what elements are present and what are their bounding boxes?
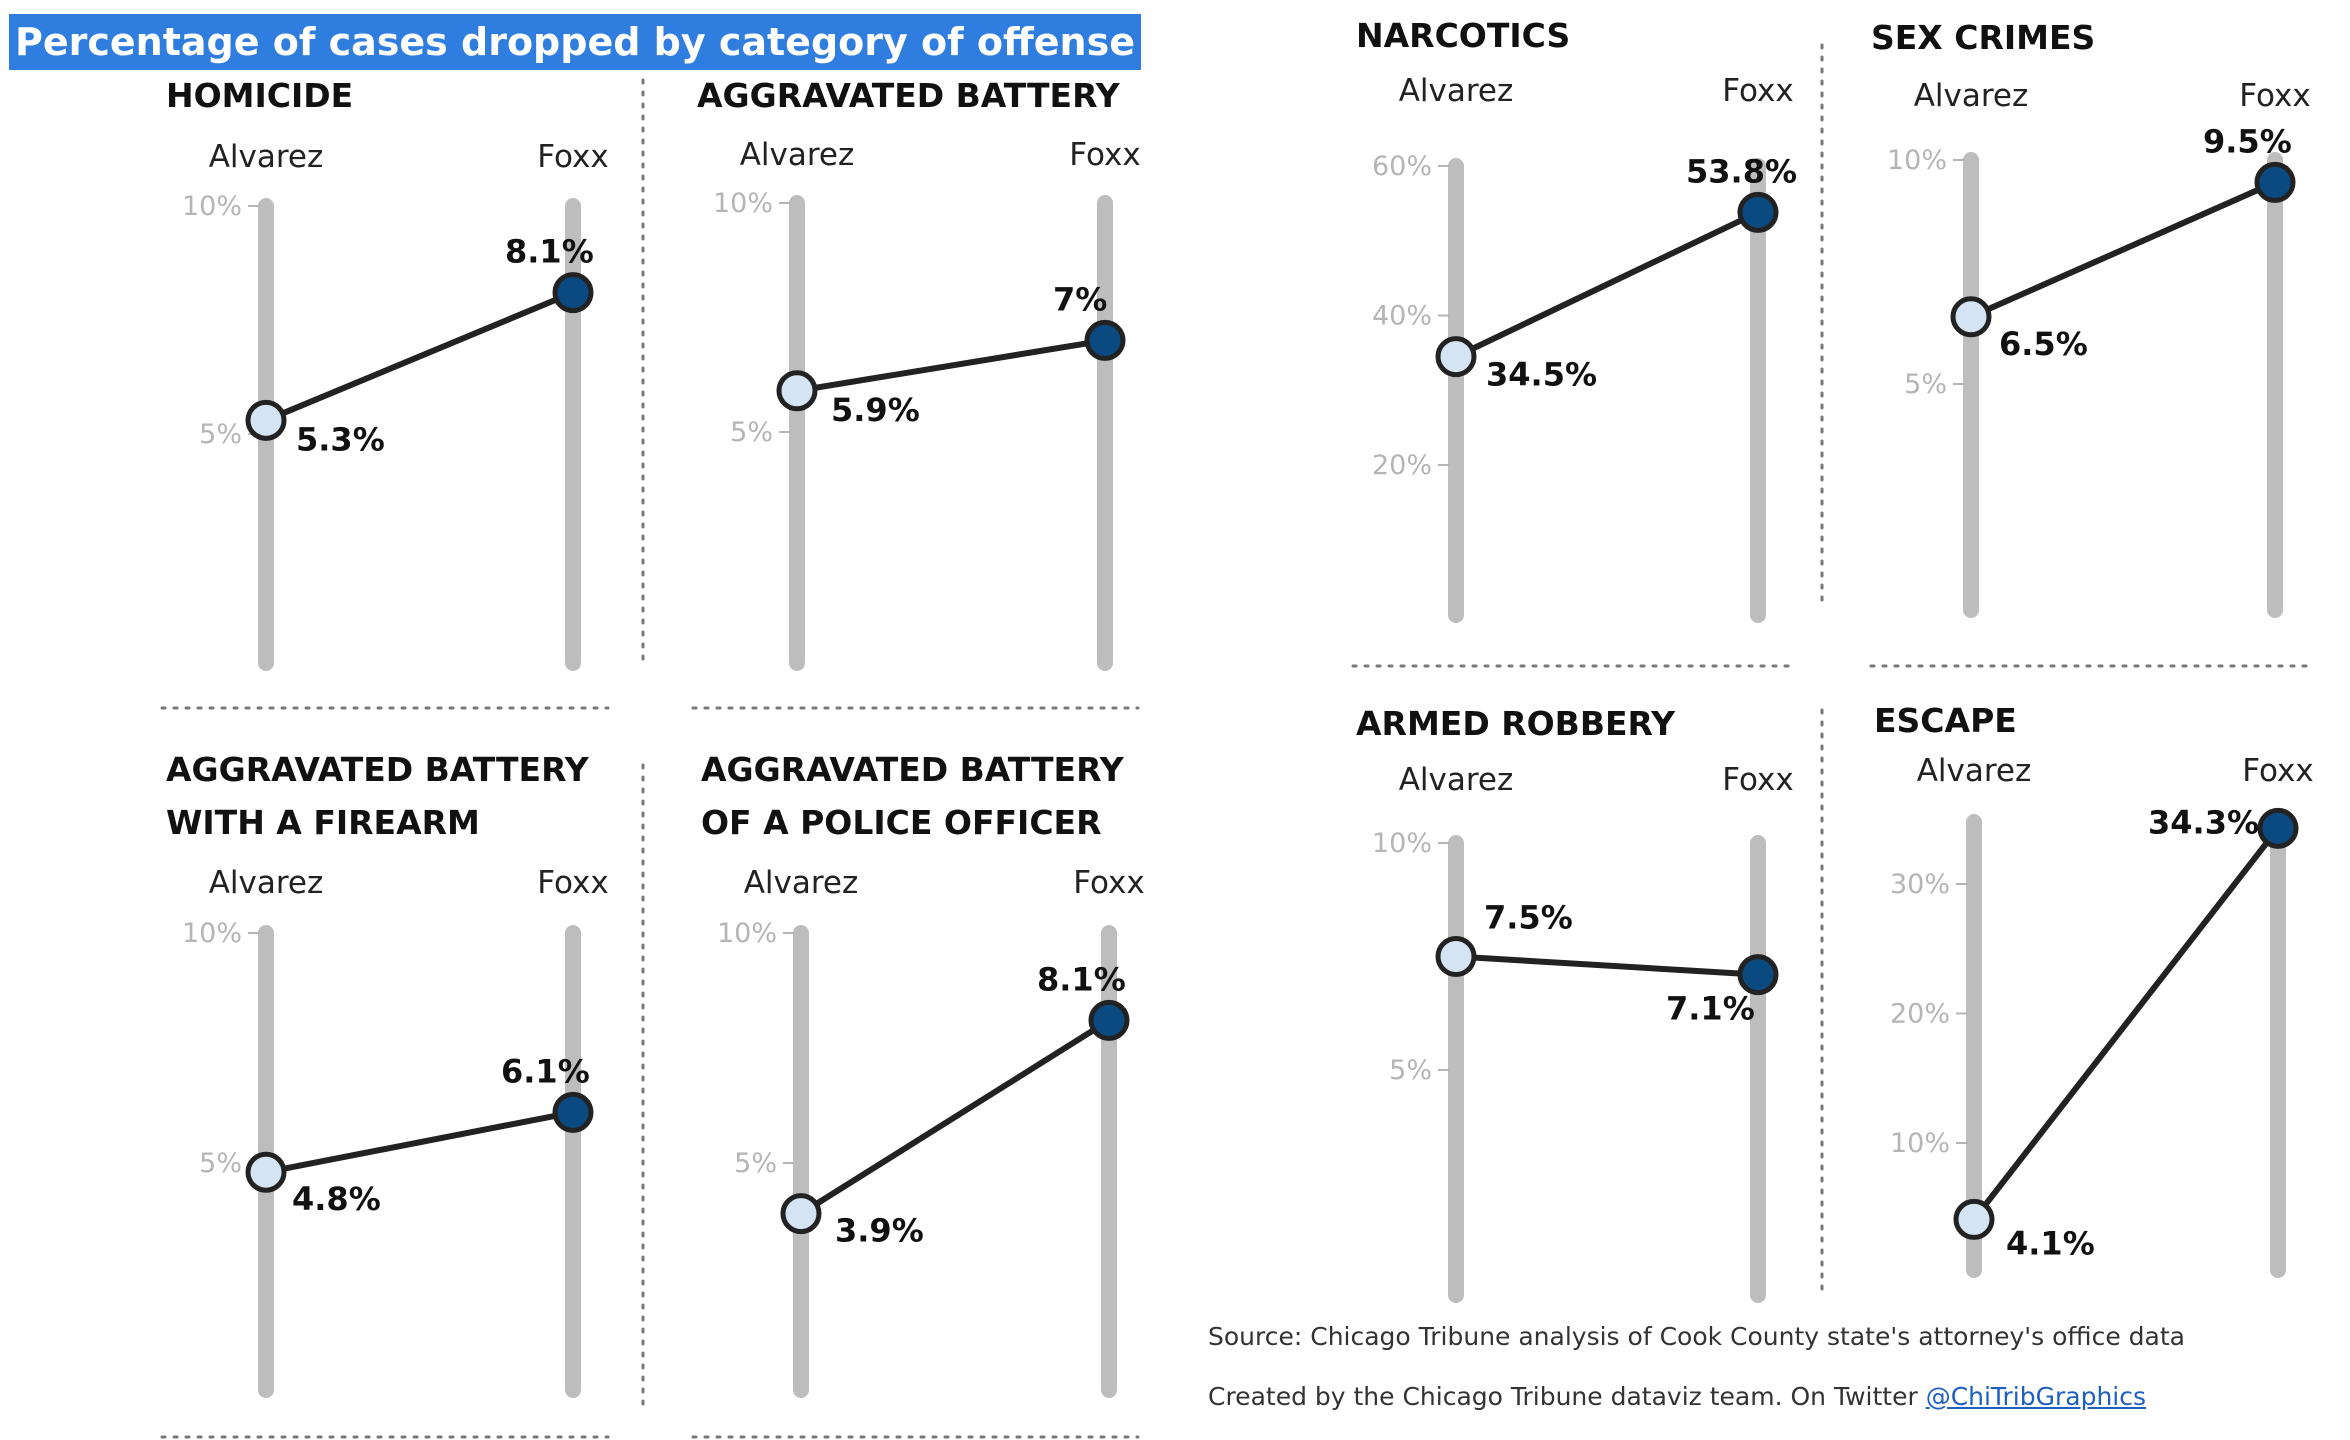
slope-line <box>1971 826 2281 1222</box>
panel-title: WITH A FIREARM <box>166 803 480 842</box>
slope-line <box>1455 953 1759 978</box>
tick-label: 5% <box>199 419 242 450</box>
tick-label: 5% <box>199 1148 242 1179</box>
slope-line <box>264 289 575 424</box>
main-title: Percentage of cases dropped by category … <box>9 14 1141 70</box>
alvarez-label: Alvarez <box>1399 762 1514 798</box>
foxx-label: Foxx <box>1073 865 1144 901</box>
panel-title: ARMED ROBBERY <box>1356 704 1676 743</box>
twitter-link[interactable]: @ChiTribGraphics <box>1925 1382 2147 1411</box>
tick-label: 5% <box>1904 369 1947 400</box>
alvarez-value: 3.9% <box>835 1212 924 1250</box>
foxx-value: 53.8% <box>1686 152 1797 190</box>
alvarez-point <box>245 399 287 441</box>
foxx-point <box>2254 161 2296 203</box>
alvarez-label: Alvarez <box>1914 78 2029 114</box>
foxx-point <box>1737 954 1779 996</box>
foxx-label: Foxx <box>537 139 608 175</box>
credit-text: Created by the Chicago Tribune dataviz t… <box>1208 1382 1926 1411</box>
alvarez-value: 34.5% <box>1486 356 1597 394</box>
tick-label: 60% <box>1372 151 1432 182</box>
tick-label: 20% <box>1372 450 1432 481</box>
slope-line <box>1454 209 1760 360</box>
tick-label: 20% <box>1890 999 1950 1030</box>
panel-title: ESCAPE <box>1874 701 2017 740</box>
panel-title: HOMICIDE <box>166 76 353 115</box>
slope-line <box>799 1017 1111 1217</box>
tick-label: 30% <box>1890 869 1950 900</box>
panel-title: NARCOTICS <box>1356 16 1570 55</box>
foxx-point <box>552 1091 594 1133</box>
foxx-point <box>552 272 594 314</box>
alvarez-point <box>245 1151 287 1193</box>
foxx-label: Foxx <box>537 865 608 901</box>
tick-label: 5% <box>730 417 773 448</box>
slope-line <box>1969 179 2277 320</box>
alvarez-label: Alvarez <box>744 865 859 901</box>
source-note: Source: Chicago Tribune analysis of Cook… <box>1208 1322 2185 1351</box>
foxx-value: 7.1% <box>1666 990 1755 1028</box>
foxx-point <box>1084 319 1126 361</box>
foxx-value: 8.1% <box>505 233 594 271</box>
tick-label: 5% <box>734 1148 777 1179</box>
tick-label: 40% <box>1372 301 1432 332</box>
foxx-label: Foxx <box>2242 753 2313 789</box>
foxx-label: Foxx <box>2239 78 2310 114</box>
foxx-point <box>1088 999 1130 1041</box>
alvarez-label: Alvarez <box>209 139 324 175</box>
foxx-value: 7% <box>1053 280 1107 318</box>
panel-title: OF A POLICE OFFICER <box>701 803 1102 842</box>
alvarez-label: Alvarez <box>740 137 855 173</box>
alvarez-point <box>1435 336 1477 378</box>
panel-title: SEX CRIMES <box>1871 18 2095 57</box>
foxx-value: 9.5% <box>2203 122 2292 160</box>
tick-label: 10% <box>182 918 242 949</box>
tick-label: 10% <box>717 918 777 949</box>
foxx-label: Foxx <box>1069 137 1140 173</box>
tick-label: 10% <box>713 188 773 219</box>
alvarez-point <box>776 370 818 412</box>
foxx-value: 6.1% <box>501 1052 590 1090</box>
panel-title: AGGRAVATED BATTERY <box>697 76 1121 115</box>
foxx-label: Foxx <box>1722 73 1793 109</box>
tick-label: 10% <box>182 191 242 222</box>
tick-label: 5% <box>1389 1055 1432 1086</box>
alvarez-point <box>1950 296 1992 338</box>
alvarez-value: 4.8% <box>292 1180 381 1218</box>
credit-note: Created by the Chicago Tribune dataviz t… <box>1208 1382 2146 1411</box>
tick-label: 10% <box>1887 145 1947 176</box>
foxx-value: 34.3% <box>2148 803 2259 841</box>
alvarez-point <box>780 1193 822 1235</box>
foxx-point <box>1737 191 1779 233</box>
alvarez-label: Alvarez <box>1399 73 1514 109</box>
panel-title: AGGRAVATED BATTERY <box>701 750 1125 789</box>
panel-title: AGGRAVATED BATTERY <box>166 750 590 789</box>
slope-line <box>796 337 1106 394</box>
alvarez-value: 6.5% <box>1999 325 2088 363</box>
alvarez-label: Alvarez <box>1917 753 2032 789</box>
foxx-label: Foxx <box>1722 762 1793 798</box>
alvarez-point <box>1953 1198 1995 1240</box>
tick-label: 10% <box>1372 828 1432 859</box>
alvarez-value: 7.5% <box>1484 899 1573 937</box>
slope-line <box>265 1109 574 1176</box>
foxx-value: 8.1% <box>1037 960 1126 998</box>
alvarez-value: 4.1% <box>2006 1224 2095 1262</box>
alvarez-point <box>1435 936 1477 977</box>
tick-label: 10% <box>1890 1128 1950 1159</box>
alvarez-value: 5.3% <box>296 420 385 458</box>
alvarez-label: Alvarez <box>209 865 324 901</box>
foxx-point <box>2257 807 2299 849</box>
alvarez-value: 5.9% <box>831 391 920 429</box>
